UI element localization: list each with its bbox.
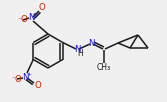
Text: +: + <box>26 72 32 76</box>
Text: O: O <box>39 3 45 13</box>
Text: H: H <box>78 49 83 59</box>
Text: N: N <box>74 45 80 54</box>
Text: ⁻: ⁻ <box>11 76 15 82</box>
Text: ⁻: ⁻ <box>17 17 21 23</box>
Text: O: O <box>14 74 21 84</box>
Text: CH₃: CH₃ <box>97 64 111 73</box>
Text: +: + <box>32 13 38 18</box>
Text: O: O <box>20 16 27 24</box>
Text: N: N <box>22 73 28 81</box>
Text: N: N <box>88 38 94 48</box>
Text: O: O <box>35 81 41 90</box>
Text: N: N <box>28 13 34 23</box>
